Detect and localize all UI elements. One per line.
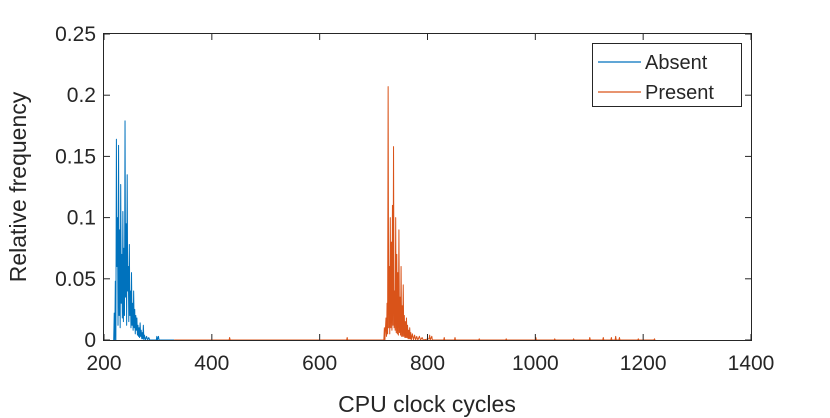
ticks-layer: 200 400 600 800 1000 1200 1400 0 0.05 0.1 0.15 0.2 0… [55, 23, 774, 375]
x-axis-title: CPU clock cycles [338, 391, 516, 417]
y-tick-label: 0.25 [55, 23, 96, 46]
legend-label-absent: Absent [645, 52, 708, 74]
series-layer [113, 86, 656, 341]
y-axis-title: Relative frequency [5, 91, 31, 282]
legend-label-present: Present [645, 82, 714, 104]
series-line-absent [113, 120, 175, 341]
legend-box [592, 43, 742, 107]
legend: Absent Present [592, 43, 742, 107]
y-tick-label: 0.15 [55, 145, 96, 168]
x-tick-label: 1400 [728, 352, 775, 375]
series-line-present [174, 86, 656, 341]
x-tick-label: 1200 [620, 352, 667, 375]
y-tick-label: 0.1 [67, 207, 96, 230]
y-tick-label: 0 [84, 329, 96, 352]
y-tick-label: 0.2 [67, 84, 96, 107]
x-tick-label: 600 [302, 352, 337, 375]
x-tick-label: 800 [410, 352, 445, 375]
x-tick-label: 400 [194, 352, 229, 375]
y-tick-label: 0.05 [55, 268, 96, 291]
x-tick-label: 1000 [512, 352, 559, 375]
axes-box [103, 33, 752, 341]
x-tick-label: 200 [86, 352, 121, 375]
